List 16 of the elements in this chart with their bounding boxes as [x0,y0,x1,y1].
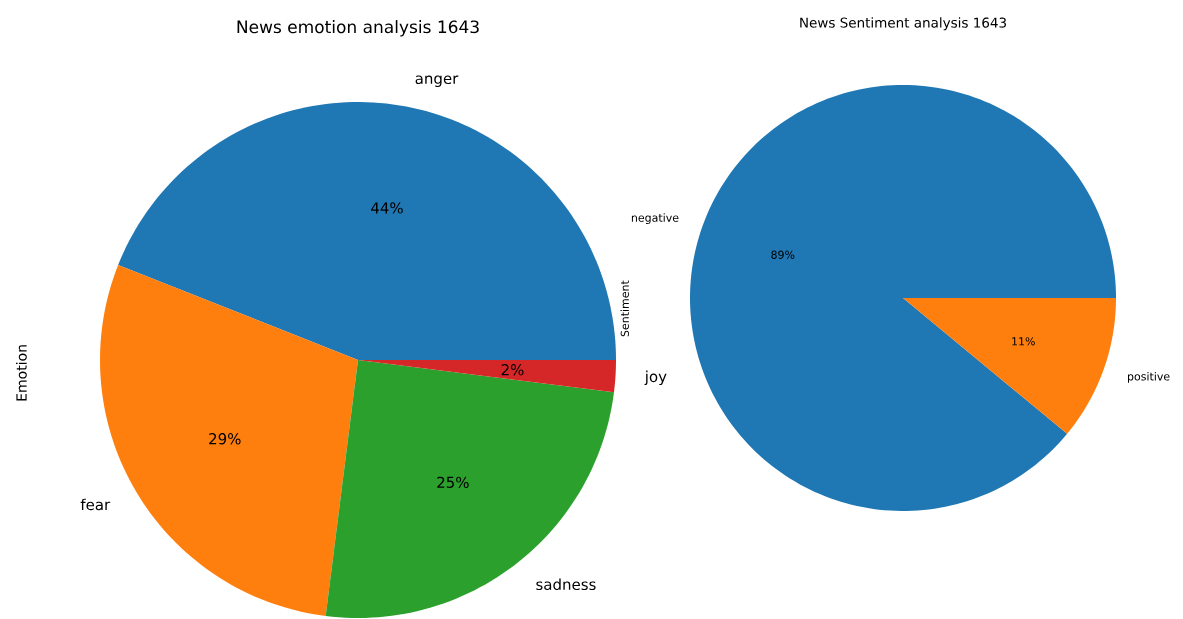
slice-label: fear [80,498,111,511]
chart-title: News Sentiment analysis 1643 [800,17,1006,31]
data-label: 29% [209,433,241,445]
slice-label: sadness [536,578,596,591]
slice-label: negative [631,213,679,224]
slice-label: joy [644,370,667,386]
slice-label: anger [415,75,459,87]
data-label: 89% [771,250,795,259]
slice-label: positive [1128,372,1170,383]
data-label: 2% [501,364,524,376]
text: Emotion [15,345,27,401]
data-label: 11% [1012,337,1035,346]
data-label: 44% [371,202,403,214]
chart-title: News emotion analysis 1643 [237,20,479,37]
text: Sentiment [620,280,629,337]
data-label: 25% [437,476,469,488]
